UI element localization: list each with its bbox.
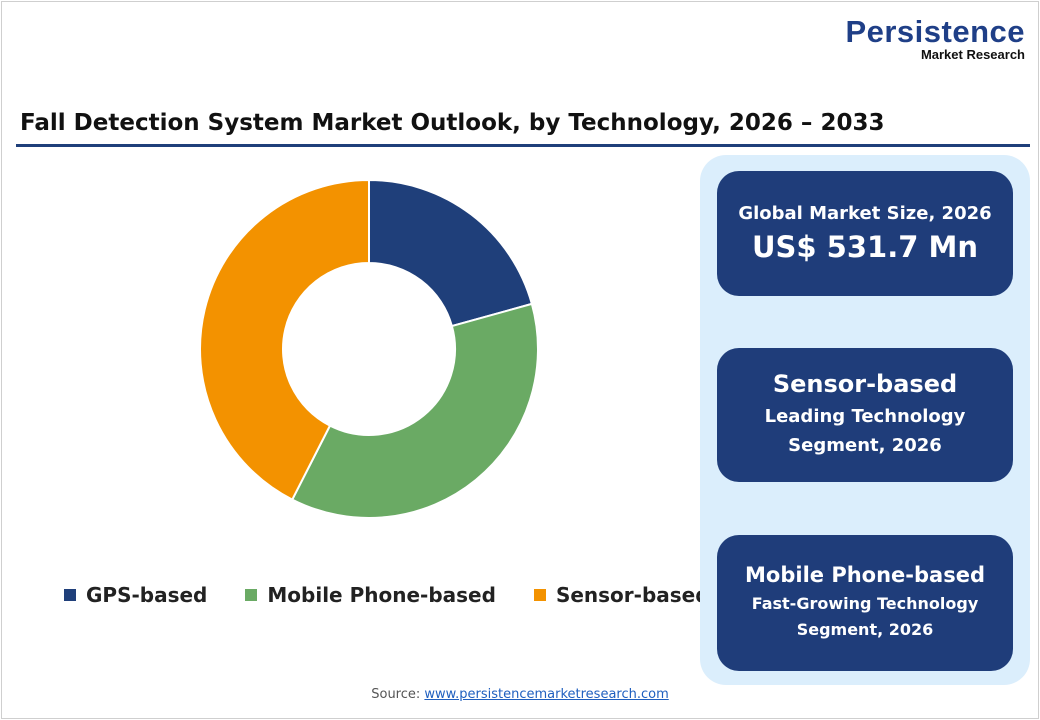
logo-tagline: Market Research (920, 47, 1025, 62)
card-label: Segment, 2026 (796, 620, 934, 639)
legend-label: GPS-based (86, 583, 208, 607)
leading-segment-card: Sensor-based Leading Technology Segment,… (717, 348, 1013, 482)
donut-slice-sensor-based (199, 178, 370, 501)
legend-item: GPS-based (64, 583, 207, 607)
legend-label: Sensor-based (555, 583, 710, 607)
card-value: Mobile Phone-based (745, 563, 985, 587)
fast-growing-card: Mobile Phone-based Fast-Growing Technolo… (717, 535, 1013, 671)
card-label: Global Market Size, 2026 (738, 203, 992, 224)
logo: Persistence Market Research (825, 16, 1025, 62)
legend-item: Sensor-based (533, 583, 710, 607)
card-label: Fast-Growing Technology (751, 594, 979, 613)
donut-slice-mobile-phone-based (290, 302, 539, 519)
donut-slice-gps-based (368, 178, 534, 328)
legend: GPS-based Mobile Phone-based Sensor-base… (64, 583, 748, 607)
card-label: Segment, 2026 (788, 435, 942, 456)
legend-swatch (245, 589, 258, 601)
legend-item: Mobile Phone-based (245, 583, 496, 607)
title-divider (16, 144, 1030, 147)
legend-label: Mobile Phone-based (267, 583, 496, 607)
legend-swatch (533, 589, 546, 601)
card-value: US$ 531.7 Mn (751, 230, 979, 264)
source: Source: www.persistencemarketresearch.co… (0, 687, 1040, 702)
logo-name: Persistence (845, 14, 1025, 49)
donut-chart (199, 178, 539, 519)
source-label: Source: (371, 687, 421, 702)
chart-title: Fall Detection System Market Outlook, by… (20, 110, 885, 136)
card-value: Sensor-based (772, 370, 958, 398)
market-size-card: Global Market Size, 2026 US$ 531.7 Mn (717, 171, 1013, 296)
card-label: Leading Technology (764, 406, 966, 427)
legend-swatch (64, 589, 76, 601)
source-link[interactable]: www.persistencemarketresearch.com (424, 687, 669, 702)
